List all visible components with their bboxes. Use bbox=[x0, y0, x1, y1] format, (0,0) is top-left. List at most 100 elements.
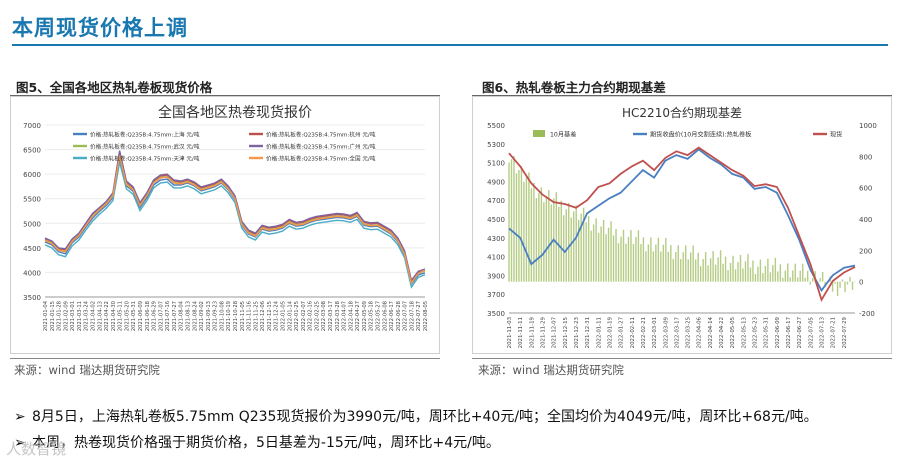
basis-bar bbox=[739, 254, 742, 282]
basis-bar bbox=[627, 236, 630, 282]
basis-bar bbox=[510, 159, 513, 282]
x-tick-label: 2021-11-05 bbox=[240, 301, 246, 331]
legend-label: 价格:热轧板卷:Q235B:4.75mm:杭州 元/吨 bbox=[266, 131, 376, 139]
x-tick-label: 2022-05-27 bbox=[376, 301, 382, 331]
basis-bar bbox=[667, 251, 670, 282]
x-tick-label: 2021-10-08 bbox=[219, 301, 225, 331]
y-right-tick-label: 400 bbox=[859, 216, 872, 224]
basis-bar bbox=[535, 198, 538, 282]
basis-bar bbox=[685, 245, 687, 282]
x-tick-label: 2021-12-15 bbox=[267, 301, 273, 331]
x-tick-label: 2022-04-07 bbox=[342, 301, 348, 331]
basis-bar bbox=[682, 252, 684, 282]
basis-bar bbox=[709, 258, 712, 282]
basis-bar bbox=[525, 177, 528, 282]
x-tick-label: 2021-04-02 bbox=[91, 301, 97, 331]
x-tick-label: 2022-05-13 bbox=[741, 317, 747, 348]
basis-bar bbox=[844, 281, 846, 293]
bullet-1: ➢ 8月5日，上海热轧卷板5.75mm Q235现货报价为3990元/吨，周环比+… bbox=[14, 406, 818, 426]
x-tick-label: 2022-03-28 bbox=[335, 301, 341, 331]
basis-bar bbox=[779, 264, 782, 282]
basis-bar bbox=[630, 230, 632, 282]
y-tick-label: 4500 bbox=[23, 245, 41, 253]
x-tick-label: 2022-05-31 bbox=[764, 317, 770, 348]
x-tick-label: 2021-01-15 bbox=[50, 301, 56, 331]
basis-bar bbox=[680, 259, 682, 282]
basis-bar bbox=[642, 237, 645, 282]
x-tick-label: 2022-01-19 bbox=[607, 316, 613, 348]
basis-bar bbox=[821, 271, 824, 282]
basis-bar bbox=[764, 265, 767, 282]
x-tick-label: 2021-11-03 bbox=[507, 317, 513, 348]
x-tick-label: 2022-07-18 bbox=[409, 301, 415, 331]
bullet-1-text: 8月5日，上海热轧卷板5.75mm Q235现货报价为3990元/吨，周环比+4… bbox=[32, 409, 818, 425]
x-tick-label: 2022-02-25 bbox=[314, 301, 320, 331]
bullet-2: ➢ 本周，热卷现货价格强于期货价格，5日基差为-15元/吨，周环比+4元/吨。 bbox=[14, 432, 500, 452]
basis-bar bbox=[617, 243, 620, 282]
y-tick-label: 7000 bbox=[23, 122, 41, 130]
basis-bar bbox=[804, 277, 806, 282]
basis-bar bbox=[548, 189, 550, 282]
basis-bar bbox=[518, 169, 520, 282]
bullet-arrow-icon: ➢ bbox=[14, 409, 26, 425]
watermark: 人数智镜 bbox=[6, 440, 67, 458]
x-tick-label: 2021-04-13 bbox=[97, 301, 103, 331]
basis-bar bbox=[592, 224, 595, 282]
x-tick-label: 2022-03-17 bbox=[674, 317, 680, 348]
figure-6-caption: 图6、热轧卷板主力合约期现基差 bbox=[482, 80, 666, 95]
y-right-tick-label: 0 bbox=[859, 279, 863, 287]
x-tick-label: 2021-12-06 bbox=[260, 301, 266, 331]
bullet-arrow-icon: ➢ bbox=[14, 435, 26, 451]
x-tick-label: 2021-09-02 bbox=[199, 301, 205, 331]
x-tick-label: 2022-02-21 bbox=[641, 317, 647, 348]
y-tick-label: 6500 bbox=[23, 147, 41, 155]
x-tick-label: 2021-07-07 bbox=[158, 301, 164, 331]
basis-bar bbox=[575, 205, 577, 282]
x-tick-label: 2021-07-16 bbox=[165, 301, 171, 331]
basis-bar bbox=[520, 165, 523, 282]
basis-bar bbox=[831, 281, 834, 292]
basis-bar bbox=[762, 273, 764, 282]
basis-bar bbox=[687, 259, 689, 282]
x-tick-label: 2021-11-16 bbox=[247, 301, 253, 331]
x-tick-label: 2022-06-27 bbox=[797, 317, 803, 348]
x-tick-label: 2022-05-18 bbox=[369, 301, 375, 331]
y-tick-label: 5500 bbox=[23, 196, 41, 204]
y-tick-label: 4700 bbox=[487, 197, 505, 205]
basis-bar bbox=[582, 207, 585, 282]
basis-bar bbox=[719, 250, 722, 282]
basis-bar bbox=[744, 261, 747, 282]
basis-bar bbox=[590, 230, 592, 282]
x-tick-label: 2022-02-11 bbox=[630, 317, 636, 348]
basis-bar bbox=[809, 281, 811, 285]
basis-bar bbox=[772, 265, 774, 282]
x-tick-label: 2021-05-20 bbox=[124, 301, 130, 331]
basis-bar bbox=[555, 192, 557, 282]
x-tick-label: 2021-06-09 bbox=[138, 301, 144, 331]
basis-bar bbox=[782, 277, 784, 282]
basis-bar bbox=[675, 252, 677, 282]
x-tick-label: 2022-08-05 bbox=[423, 301, 429, 331]
x-tick-label: 2021-06-18 bbox=[145, 301, 151, 331]
basis-bar bbox=[647, 244, 650, 282]
x-tick-label: 2021-03-24 bbox=[84, 300, 90, 331]
x-tick-label: 2022-07-05 bbox=[808, 317, 814, 348]
y-tick-label: 6000 bbox=[23, 171, 41, 179]
basis-bar bbox=[677, 245, 679, 282]
x-tick-label: 2022-05-23 bbox=[753, 317, 759, 348]
x-tick-label: 2021-12-31 bbox=[585, 317, 591, 348]
basis-bar bbox=[672, 258, 674, 282]
legend-label: 价格:热轧板卷:Q235B:4.75mm:天津 元/吨 bbox=[90, 155, 200, 163]
series-line-4 bbox=[44, 162, 426, 289]
basis-bar bbox=[587, 216, 590, 282]
chart-basis: HC2210合约期现基差 3500 3700 3900 4100 4300 4500 4700… bbox=[487, 105, 877, 348]
basis-bar bbox=[523, 181, 525, 282]
basis-bar bbox=[699, 266, 702, 282]
basis-bar bbox=[807, 270, 809, 282]
basis-bar bbox=[670, 244, 672, 282]
x-tick-label: 2022-07-13 bbox=[820, 317, 826, 348]
basis-bar bbox=[600, 226, 602, 282]
basis-bar bbox=[757, 266, 759, 282]
basis-bar bbox=[508, 162, 510, 282]
basis-bar bbox=[545, 196, 548, 282]
